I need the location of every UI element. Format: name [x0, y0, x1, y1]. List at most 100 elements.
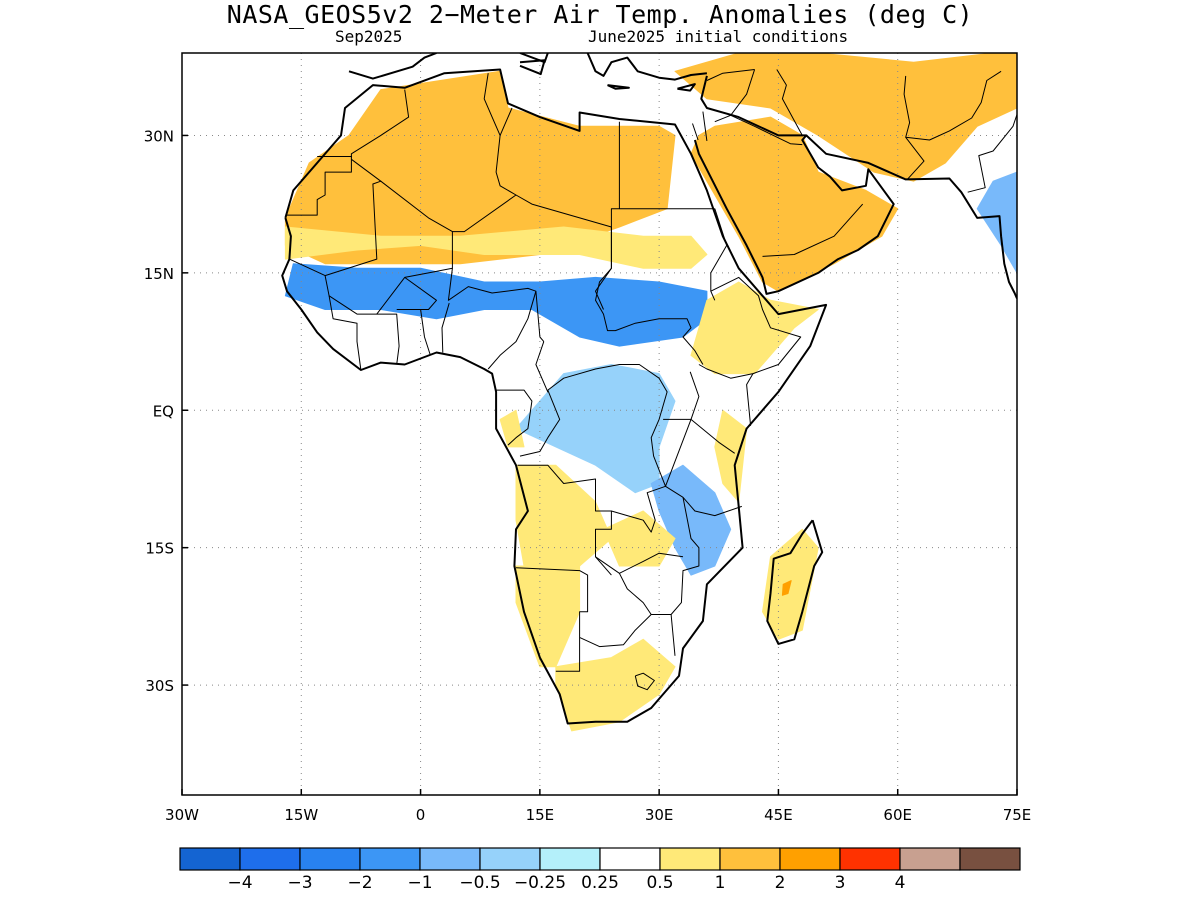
colorbar-swatch — [719, 847, 781, 871]
border-jordan — [702, 111, 708, 141]
x-tick-label: 60E — [883, 806, 912, 824]
map-frame — [181, 52, 1018, 796]
border-niger-south — [447, 268, 545, 342]
border-algeria-tunisia — [483, 73, 501, 136]
colorbar-label: −4 — [227, 873, 252, 893]
x-tick-label: 15W — [284, 806, 318, 824]
border-somalia-kenya — [746, 373, 754, 426]
border-car-congo — [547, 364, 668, 420]
axis-ticks: 30W 15W 0 15E 30E 45E 60E 75E 30N 15N EQ 15S 30S — [144, 127, 1032, 824]
x-tick-label: 30E — [645, 806, 674, 824]
grid-lines — [182, 53, 1017, 795]
border-drc-zambia — [611, 485, 666, 533]
border-wsahara — [285, 156, 352, 216]
anomaly-region-congo-cool — [515, 364, 676, 494]
y-tick-label: 15S — [145, 540, 174, 558]
country-borders — [285, 69, 1017, 691]
x-tick-label: 75E — [1003, 806, 1032, 824]
colorbar-swatch — [659, 847, 721, 871]
colorbar-label: −1 — [407, 873, 432, 893]
colorbar-swatch — [779, 847, 841, 871]
colorbar-label: −2 — [347, 873, 372, 893]
colorbar-label: −0.25 — [514, 873, 566, 893]
border-cameroon-car — [535, 341, 549, 393]
border-drc-angola — [517, 464, 612, 576]
anomaly-region-madagascar-hot — [781, 580, 792, 596]
coastline-cyprus — [677, 83, 696, 92]
border-iran-iraq — [776, 69, 803, 136]
anomaly-region-sahel-cool — [284, 263, 708, 347]
colorbar-swatch — [239, 847, 301, 871]
border-sudan-eritrea — [710, 208, 728, 301]
border-saudi-yemen — [762, 203, 864, 257]
anomaly-region-gabon-warm — [499, 409, 525, 448]
colorbar-swatch — [419, 847, 481, 871]
anomaly-fill-layer — [284, 53, 1017, 732]
anomaly-region-angola-warm — [515, 464, 612, 567]
colorbar-swatch — [839, 847, 901, 871]
colorbar-swatch — [539, 847, 601, 871]
y-tick-label: 30N — [144, 127, 174, 145]
border-turkey-syria — [706, 69, 755, 81]
border-congo-drc — [519, 389, 561, 457]
border-afg-pak — [905, 70, 1002, 141]
colorbar-label: 2 — [775, 873, 786, 893]
coastline-greece-turkey — [586, 53, 708, 81]
colorbar-label: 0.25 — [581, 873, 619, 893]
colorbar: −4 −3 −2 −1 −0.5 −0.25 0.25 0.5 1 2 3 4 — [179, 847, 1021, 893]
colorbar-label: 1 — [715, 873, 726, 893]
coastline-europe-top — [348, 53, 437, 80]
border-iran-afg — [903, 75, 925, 180]
border-lesotho — [634, 672, 655, 691]
anomaly-region-india-cool — [976, 171, 1017, 274]
coastlines — [281, 53, 1017, 725]
x-tick-label: 0 — [416, 806, 426, 824]
colorbar-swatch — [899, 847, 961, 871]
coastline-crete — [607, 84, 630, 90]
border-chad-sudan — [595, 227, 704, 365]
border-morocco-algeria — [350, 89, 410, 158]
border-east-drc — [650, 419, 666, 487]
border-nigeria-cameroon — [487, 291, 537, 370]
border-saudi-north — [714, 114, 803, 146]
anomaly-region-middle-east — [674, 53, 1017, 182]
colorbar-label: −0.5 — [459, 873, 500, 893]
border-burkina — [396, 276, 437, 310]
border-pak-india — [967, 114, 1017, 193]
coastline-arabia — [693, 75, 895, 295]
coastline-sicily — [519, 59, 546, 76]
coastline-africa — [281, 68, 828, 725]
colorbar-swatch — [359, 847, 421, 871]
anomaly-region-east-coast-warm — [714, 409, 748, 503]
coastline-madagascar — [766, 519, 824, 645]
forecast-month-label: Sep2025 — [335, 27, 403, 46]
colorbar-swatch — [179, 847, 241, 871]
colorbar-label: 0.5 — [646, 873, 673, 893]
y-tick-label: EQ — [153, 402, 174, 420]
border-sudan — [610, 208, 620, 227]
border-botswana-sa — [579, 614, 672, 648]
colorbar-swatch — [959, 847, 1021, 871]
colorbar-label: 3 — [835, 873, 846, 893]
x-tick-label: 30W — [165, 806, 199, 824]
y-tick-label: 15N — [144, 265, 174, 283]
x-tick-label: 45E — [764, 806, 793, 824]
border-west-africa-small — [328, 295, 362, 371]
colorbar-swatch — [599, 847, 661, 871]
border-ghana-togo — [420, 309, 431, 355]
border-tunisia-libya — [495, 107, 517, 196]
border-mauritania — [289, 158, 382, 277]
border-zambia-zimbabwe — [595, 552, 684, 574]
border-gabon-congo — [496, 389, 533, 446]
border-namibia-botswana — [515, 567, 589, 672]
anomaly-region-ethiopia-warm — [690, 281, 819, 375]
y-tick-label: 30S — [145, 677, 174, 695]
colorbar-label: −3 — [287, 873, 312, 893]
colorbar-swatch — [479, 847, 541, 871]
colorbar-label: 4 — [895, 873, 906, 893]
border-syria-iraq — [730, 69, 756, 116]
border-ethiopia — [698, 276, 802, 379]
map-title: NASA_GEOS5v2 2−Meter Air Temp. Anomalies… — [226, 0, 974, 29]
coastline-iran-pakistan — [805, 134, 1017, 299]
